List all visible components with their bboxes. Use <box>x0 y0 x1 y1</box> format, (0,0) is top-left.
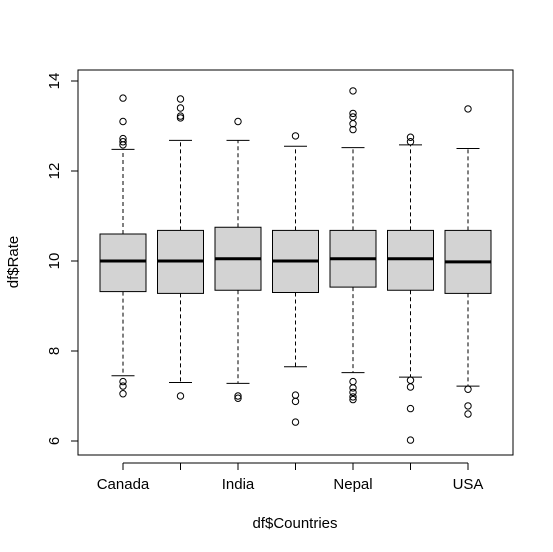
outlier-point <box>464 402 472 410</box>
box-group <box>272 132 319 426</box>
outlier-point <box>349 377 357 386</box>
y-axis-title: df$Rate <box>5 236 22 289</box>
box-iqr <box>387 229 434 291</box>
y-tick-label: 10 <box>46 253 63 270</box>
outlier-point <box>119 138 127 146</box>
outlier-point <box>349 109 357 118</box>
outlier-point <box>119 390 127 398</box>
x-tick-label: USA <box>453 476 484 493</box>
outlier-point <box>464 385 472 393</box>
outlier-point <box>464 410 472 418</box>
outlier-point <box>176 112 185 120</box>
outlier-point <box>349 125 357 134</box>
outlier-point <box>349 113 357 121</box>
outlier-point <box>119 134 127 143</box>
outlier-point <box>349 384 357 392</box>
outlier-point <box>119 377 127 386</box>
box-iqr <box>99 233 147 293</box>
outlier-point <box>349 393 357 401</box>
outlier-point <box>349 388 357 397</box>
box-group <box>214 117 262 402</box>
box-group <box>329 87 377 404</box>
x-axis: Canada India Nepal USA <box>97 462 484 493</box>
outlier-point <box>349 87 357 95</box>
outlier-point <box>406 404 415 413</box>
outlier-point <box>291 132 300 140</box>
outlier-point <box>119 382 127 390</box>
y-axis: 6 8 10 12 14 <box>46 73 79 445</box>
box-group <box>444 105 492 418</box>
outlier-point <box>406 383 415 391</box>
boxes-layer <box>99 87 492 444</box>
outlier-point <box>291 391 300 399</box>
outlier-point <box>291 397 300 406</box>
x-tick-label: Canada <box>97 476 150 493</box>
outlier-point <box>234 394 242 402</box>
outlier-point <box>234 117 242 126</box>
outlier-point <box>119 94 127 102</box>
x-tick-label: Nepal <box>333 476 372 493</box>
box-group <box>157 95 204 400</box>
outlier-point <box>406 436 415 444</box>
outlier-point <box>234 392 242 400</box>
box-group <box>99 94 147 398</box>
outlier-point <box>176 104 185 112</box>
y-tick-label: 14 <box>46 73 63 90</box>
outlier-point <box>406 138 415 146</box>
outlier-point <box>406 133 415 141</box>
y-tick-label: 6 <box>46 437 63 445</box>
box-group <box>387 133 434 444</box>
x-axis-title: df$Countries <box>252 515 337 532</box>
outlier-point <box>406 376 415 384</box>
outlier-point <box>291 418 300 426</box>
x-tick-label: India <box>222 476 255 493</box>
outlier-point <box>176 95 185 103</box>
outlier-point <box>349 395 357 404</box>
outlier-point <box>119 117 127 126</box>
outlier-point <box>464 105 472 113</box>
y-tick-label: 12 <box>46 163 63 180</box>
outlier-point <box>176 392 185 400</box>
y-tick-label: 8 <box>46 347 63 355</box>
